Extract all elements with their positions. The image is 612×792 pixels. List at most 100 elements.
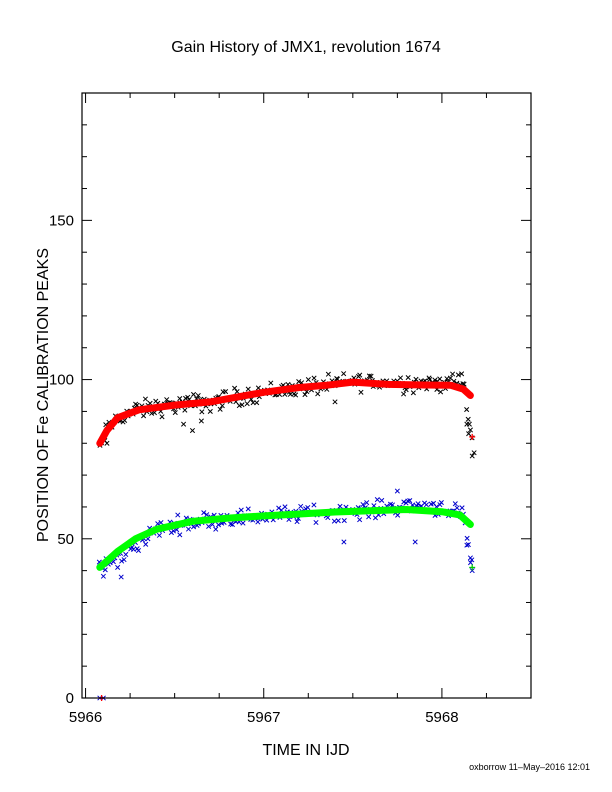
data-point [182,407,188,413]
data-point [255,519,261,525]
plot-frame [81,92,532,699]
data-point [244,401,250,407]
data-point [190,391,197,397]
data-point [405,374,411,381]
data-point [325,371,331,377]
data-point [311,375,317,381]
data-point [238,507,244,513]
data-point [201,510,207,516]
data-point [181,421,187,427]
data-point [450,371,456,377]
data-point [177,532,183,538]
data-point [254,400,260,406]
data-point [438,499,444,506]
data-point [204,512,210,518]
data-point [189,427,196,434]
data-point [313,519,319,526]
data-point [397,375,404,381]
data-point [465,542,471,548]
data-point [366,514,372,520]
data-point [341,371,347,377]
x-axis: 5966 5967 5968 [69,93,532,726]
data-point [469,568,475,574]
data-point [268,380,274,386]
data-point [464,421,470,427]
data-point [395,512,401,518]
y-tick-label: 50 [57,531,74,548]
y-tick-label: 0 [66,690,74,707]
data-point [364,500,370,506]
data-point [172,409,178,416]
plot-area [96,371,477,701]
data-point [115,564,121,571]
data-point [302,392,308,398]
data-point [464,407,470,413]
data-point [104,440,110,446]
data-point [298,503,304,509]
data-point [141,413,147,419]
data-point [245,386,251,392]
data-point [464,542,470,548]
y-axis: 0 50 100 150 [49,92,531,707]
data-point [294,519,300,525]
data-point [185,526,192,532]
data-point [432,377,438,383]
data-point [437,376,443,382]
data-point [454,505,460,511]
data-point [159,414,165,420]
data-point [215,522,222,528]
fit-line [96,506,474,571]
data-point [282,504,288,510]
data-point [130,546,136,552]
data-point [357,517,363,523]
data-point [368,373,374,379]
data-point [234,389,240,395]
data-point [469,433,476,440]
x-tick-label: 5968 [425,709,458,726]
y-tick-label: 150 [49,212,74,229]
data-point [469,453,475,459]
data-point [206,523,212,529]
data-point [459,505,465,511]
x-tick-label: 5966 [69,709,102,726]
data-point [217,406,223,412]
data-point [467,560,474,566]
data-point [464,535,470,541]
data-point [357,372,363,378]
data-point [135,547,142,554]
data-point [337,503,343,509]
x-tick-label: 5967 [247,709,280,726]
data-point [366,373,372,379]
data-point [379,497,385,503]
data-point [296,379,302,385]
data-point [466,431,472,437]
data-point [465,416,471,422]
data-point [415,501,421,507]
data-point [438,389,444,395]
data-point [401,391,407,397]
data-point [467,427,473,433]
data-point [407,498,413,504]
data-point [389,502,396,508]
data-point [325,515,331,521]
data-point [121,557,127,563]
fit-line [96,378,474,447]
y-axis-label: POSITION OF Fe CALIBRATION PEAKS [35,248,52,542]
data-point [358,389,364,395]
data-point [100,573,106,579]
data-point [412,539,418,545]
x-axis-label: TIME IN IJD [262,742,349,759]
data-point [341,518,347,524]
data-point [394,488,400,494]
data-point [452,501,458,507]
data-point [293,392,299,398]
data-point [245,506,251,512]
data-point [305,377,311,383]
data-point [467,555,473,561]
data-point [413,376,419,382]
data-point [143,541,149,547]
data-point [156,532,162,538]
data-point [207,408,213,414]
data-point [119,558,125,564]
